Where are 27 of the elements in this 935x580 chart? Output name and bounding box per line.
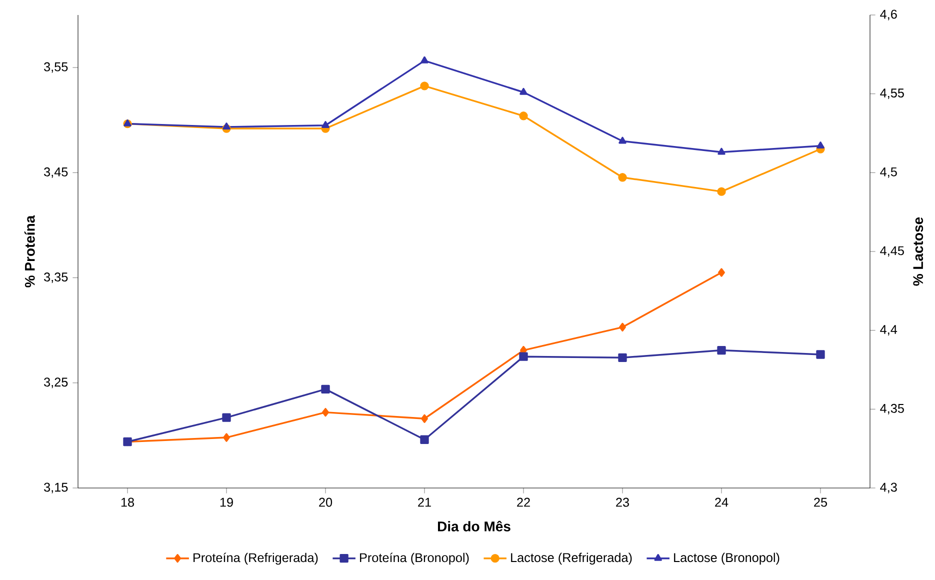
x-tick-label: 21: [418, 498, 431, 507]
y-tick-label: 3,15: [44, 482, 68, 494]
y-axis-title: % Proteína: [24, 215, 35, 288]
x-tick-label: 20: [319, 498, 332, 507]
y-tick-label: 3,35: [44, 272, 68, 284]
y2-tick-label: 4,6: [880, 10, 897, 20]
y-tick-label: 3,25: [44, 378, 68, 388]
legend-label: Lactose (Refrigerada): [511, 552, 632, 565]
x-tick-label: 19: [220, 498, 233, 507]
y2-tick-label: 4,45: [880, 246, 904, 257]
y2-tick-label: 4,4: [880, 325, 898, 336]
y-tick-label: 3,45: [44, 167, 68, 178]
y2-tick-label: 4,35: [880, 404, 904, 414]
y-tick-label: 3,55: [44, 62, 68, 73]
x-tick-label: 18: [121, 498, 134, 507]
y2-tick-label: 4,55: [880, 88, 904, 99]
legend-label: Proteína (Refrigerada): [194, 552, 318, 565]
y2-tick-label: 4,5: [880, 167, 897, 178]
x-tick-label: 24: [715, 498, 728, 507]
y2-axis-title: % Lactose: [913, 217, 924, 286]
x-tick-label: 22: [517, 498, 530, 507]
legend-label: Proteína (Bronopol): [360, 552, 469, 565]
legend-label: Lactose (Bronopol): [674, 552, 780, 565]
x-tick-label: 23: [616, 498, 629, 507]
y2-tick-label: 4,3: [880, 482, 897, 494]
x-axis-title: Dia do Mês: [438, 520, 510, 532]
x-tick-label: 25: [814, 498, 828, 507]
